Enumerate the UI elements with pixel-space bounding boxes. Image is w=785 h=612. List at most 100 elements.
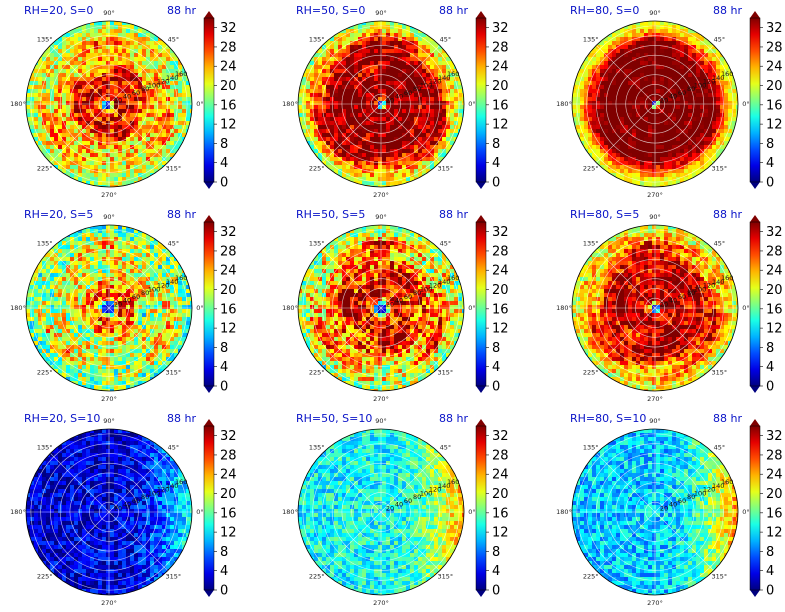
heatmap-cell: [632, 153, 637, 158]
heatmap-cell: [422, 97, 427, 102]
heatmap-cell: [86, 277, 91, 282]
heatmap-cell: [358, 133, 363, 138]
heatmap-cell: [446, 133, 451, 138]
heatmap-cell: [354, 65, 359, 70]
heatmap-cell: [302, 85, 307, 90]
heatmap-cell: [410, 101, 415, 106]
heatmap-cell: [732, 113, 737, 118]
heatmap-cell: [106, 129, 111, 134]
colorbar-tick-label: 8: [492, 137, 500, 152]
heatmap-cell: [118, 229, 123, 234]
heatmap-cell: [150, 265, 155, 270]
heatmap-cell: [98, 245, 103, 250]
heatmap-cell: [636, 45, 641, 50]
heatmap-cell: [346, 181, 351, 186]
heatmap-cell: [58, 81, 63, 86]
heatmap-cell: [628, 73, 633, 78]
heatmap-cell: [146, 109, 151, 114]
heatmap-cell: [394, 157, 399, 162]
heatmap-cell: [612, 113, 617, 118]
heatmap-cell: [648, 37, 653, 42]
heatmap-cell: [382, 33, 387, 38]
heatmap-cell: [596, 61, 601, 66]
heatmap-cell: [78, 105, 83, 110]
heatmap-cell: [434, 41, 439, 46]
heatmap-cell: [190, 125, 192, 130]
heatmap-cell: [366, 101, 371, 106]
heatmap-cell: [442, 73, 447, 78]
heatmap-cell: [644, 181, 649, 186]
heatmap-cell: [390, 29, 395, 34]
heatmap-cell: [50, 277, 55, 282]
heatmap-cell: [632, 93, 637, 98]
heatmap-cell: [146, 273, 151, 278]
heatmap-cell: [732, 105, 737, 110]
heatmap-cell: [342, 29, 347, 34]
heatmap-cell: [322, 65, 327, 70]
heatmap-cell: [648, 45, 653, 50]
heatmap-cell: [632, 181, 637, 186]
heatmap-cell: [406, 177, 411, 182]
heatmap-cell: [86, 125, 91, 130]
heatmap-cell: [138, 261, 143, 266]
heatmap-cell: [450, 85, 455, 90]
heatmap-cell: [306, 81, 311, 86]
heatmap-cell: [142, 261, 147, 266]
heatmap-cell: [672, 45, 677, 50]
heatmap-cell: [134, 49, 139, 54]
heatmap-cell: [438, 157, 443, 162]
heatmap-cell: [322, 121, 327, 126]
heatmap-cell: [410, 65, 415, 70]
heatmap-cell: [660, 73, 665, 78]
heatmap-cell: [656, 157, 661, 162]
heatmap-cell: [358, 173, 363, 178]
heatmap-cell: [704, 133, 709, 138]
heatmap-cell: [174, 97, 179, 102]
heatmap-cell: [390, 69, 395, 74]
heatmap-cell: [418, 61, 423, 66]
heatmap-cell: [584, 121, 589, 126]
heatmap-cell: [54, 109, 59, 114]
heatmap-cell: [166, 85, 171, 90]
heatmap-cell: [114, 101, 119, 106]
heatmap-cell: [604, 89, 609, 94]
heatmap-cell: [442, 81, 447, 86]
heatmap-cell: [350, 177, 355, 182]
heatmap-cell: [704, 77, 709, 82]
heatmap-cell: [668, 53, 673, 58]
heatmap-cell: [182, 109, 187, 114]
heatmap-cell: [382, 57, 387, 62]
heatmap-cell: [50, 53, 55, 58]
heatmap-cell: [314, 101, 319, 106]
heatmap-cell: [620, 145, 625, 150]
heatmap-cell: [402, 157, 407, 162]
heatmap-cell: [398, 173, 403, 178]
heatmap-cell: [406, 41, 411, 46]
heatmap-cell: [162, 85, 167, 90]
angular-gridline: [50, 103, 110, 163]
heatmap-cell: [458, 85, 463, 90]
heatmap-cell: [676, 121, 681, 126]
heatmap-cell: [600, 153, 605, 158]
heatmap-cell: [628, 69, 633, 74]
heatmap-cell: [318, 121, 323, 126]
heatmap-cell: [644, 73, 649, 78]
heatmap-cell: [342, 137, 347, 142]
heatmap-cell: [382, 69, 387, 74]
heatmap-cell: [318, 97, 323, 102]
heatmap-cell: [118, 125, 123, 130]
heatmap-cell: [660, 145, 665, 150]
heatmap-cell: [652, 37, 657, 42]
heatmap-cell: [458, 117, 463, 122]
heatmap-cell: [608, 137, 613, 142]
heatmap-cell: [346, 121, 351, 126]
heatmap-cell: [636, 65, 641, 70]
heatmap-cell: [326, 77, 331, 82]
radial-tick-label: 40: [123, 93, 131, 101]
heatmap-cell: [644, 125, 649, 130]
heatmap-cell: [704, 165, 709, 170]
heatmap-cell: [628, 37, 633, 42]
heatmap-cell: [26, 85, 31, 90]
heatmap-cell: [118, 273, 123, 278]
heatmap-cell: [334, 81, 339, 86]
